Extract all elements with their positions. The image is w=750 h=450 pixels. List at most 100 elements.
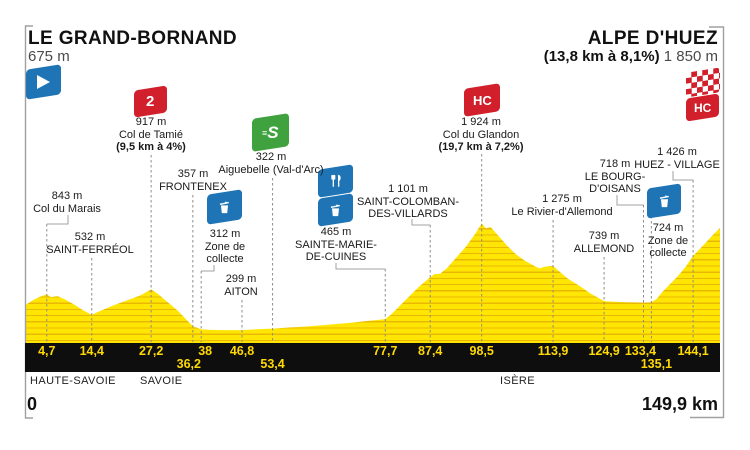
waste-zone-icon — [318, 193, 353, 227]
waypoint-label: 1 426 m HUEZ - VILLAGE — [634, 146, 720, 171]
km-tick-label: 53,4 — [260, 357, 285, 371]
waypoint-climb-note: (19,7 km à 7,2%) — [438, 141, 524, 153]
waypoint-name: Aiguebelle (Val-d'Arc) — [218, 163, 324, 176]
km-tick-label: 77,7 — [373, 344, 398, 358]
km-tick-label: 133,4 — [624, 344, 657, 358]
finish-header: ALPE D'HUEZ (13,8 km à 8,1%) 1 850 m — [544, 29, 718, 65]
waypoint-name: Col de Tamié — [118, 128, 183, 141]
waypoint-name: AITON — [224, 285, 258, 298]
stage-finish-name: ALPE D'HUEZ — [587, 28, 718, 49]
waypoint-elevation: 1 426 m — [657, 146, 697, 158]
km-tick-label: 135,1 — [640, 357, 673, 371]
km-tick-label: 27,2 — [138, 344, 164, 358]
label-connector-line — [335, 263, 386, 270]
waypoint-elevation: 843 m — [51, 190, 83, 202]
km-tick-label: 113,9 — [537, 344, 569, 358]
stage-finish-elevation: 1 850 m — [659, 48, 718, 65]
label-connector-line — [46, 215, 69, 225]
km-tick-label: 46,8 — [229, 344, 255, 358]
total-distance-label: 149,9 km — [641, 394, 718, 414]
waypoint-label: 532 m SAINT-FERRÉOL — [46, 231, 133, 256]
km-tick-label: 144,1 — [677, 344, 709, 358]
waypoint-name: collecte — [206, 253, 244, 265]
stage-start-elevation: 675 m — [28, 48, 70, 65]
finish-hc-icon: HC — [686, 93, 719, 122]
depart-flag-icon — [26, 64, 61, 100]
waypoint-name: collecte — [649, 247, 687, 259]
waypoint-name: FRONTENEX — [159, 180, 227, 193]
waypoint-elevation: 357 m — [177, 168, 209, 180]
distance-axis-bar — [25, 343, 720, 372]
trash-glyph — [330, 204, 340, 216]
waypoint-elevation: 1 101 m — [388, 183, 428, 195]
waypoint-label: 1 101 m SAINT-COLOMBAN- DES-VILLARDS — [357, 183, 459, 221]
waypoint-name: DES-VILLARDS — [368, 208, 448, 220]
waypoint-name: Zone de — [647, 234, 689, 247]
stage-finish-stats: (13,8 km à 8,1%) 1 850 m — [544, 49, 718, 65]
label-connector-line — [616, 195, 644, 206]
km-tick-label: 38 — [198, 344, 213, 358]
waypoint-elevation: 718 m — [599, 158, 631, 170]
waypoint-label: 843 m Col du Marais — [33, 190, 101, 215]
waypoint-elevation: 724 m — [652, 222, 684, 234]
waypoint-label: 465 m SAINTE-MARIE- DE-CUINES — [295, 226, 377, 264]
waypoint-label: 917 m Col de Tamié (9,5 km à 4%) — [116, 116, 186, 154]
waypoint-name: LE BOURG- — [584, 170, 646, 183]
waypoint-elevation: 739 m — [588, 230, 620, 242]
waypoint-name: Zone de — [204, 240, 246, 253]
sprint-icon: ≡ S — [252, 113, 289, 152]
department-label: HAUTE-SAVOIE — [30, 375, 116, 387]
category-2-climb-icon: 2 — [134, 85, 167, 118]
trash-glyph — [659, 195, 669, 207]
waypoint-label: 739 m ALLEMOND — [574, 230, 635, 255]
speed-lines: ≡ — [262, 127, 267, 138]
waypoint-name: SAINTE-MARIE- — [295, 238, 377, 251]
km-tick-label: 87,4 — [418, 344, 443, 358]
waypoint-elevation: 917 m — [135, 116, 167, 128]
stage-finish-climb-stats: (13,8 km à 8,1%) — [543, 48, 660, 65]
waypoint-label: 299 m AITON — [224, 273, 257, 298]
waypoint-name: DE-CUINES — [305, 251, 367, 263]
waypoint-name: D'OISANS — [589, 183, 641, 195]
origin-km-label: 0 — [27, 394, 38, 414]
waypoint-name: Le Rivier-d'Allemond — [511, 205, 613, 218]
km-tick-label: 124,9 — [588, 344, 620, 358]
waypoint-name: SAINT-FERRÉOL — [46, 243, 134, 256]
waypoint-label: 312 m Zone de collecte — [205, 228, 245, 266]
waypoint-label: 724 m Zone de collecte — [648, 222, 688, 260]
depart-triangle — [37, 75, 50, 89]
waypoint-climb-note: (9,5 km à 4%) — [116, 141, 186, 153]
waypoint-name: Col du Marais — [33, 202, 101, 215]
waypoint-elevation: 1 275 m — [542, 193, 582, 205]
km-tick-label: 14,4 — [79, 344, 104, 358]
km-tick-label: 36,2 — [176, 357, 201, 371]
waypoint-elevation: 532 m — [74, 231, 106, 243]
waypoint-name: HUEZ - VILLAGE — [634, 158, 720, 171]
department-label: SAVOIE — [140, 375, 183, 387]
waypoint-label: 357 m FRONTENEX — [159, 168, 227, 193]
waypoint-name: Col du Glandon — [442, 128, 520, 141]
fork-knife-glyph — [330, 175, 341, 187]
start-header: LE GRAND-BORNAND 675 m — [28, 29, 237, 65]
label-connector-line — [672, 171, 694, 181]
waypoint-elevation: 322 m — [255, 151, 287, 163]
km-tick-label: 4,7 — [38, 344, 56, 358]
waypoint-elevation: 1 924 m — [461, 116, 501, 128]
waypoint-elevation: 465 m — [320, 226, 352, 238]
feed-zone-icon — [318, 164, 353, 198]
waste-zone-icon — [647, 183, 681, 219]
waypoint-label: 718 m LE BOURG- D'OISANS — [585, 158, 646, 196]
waypoint-label: 1 275 m Le Rivier-d'Allemond — [511, 193, 612, 218]
trash-glyph — [219, 201, 229, 213]
hc-climb-icon: HC — [464, 83, 500, 117]
label-connector-line — [201, 265, 215, 272]
waypoint-label: 1 924 m Col du Glandon (19,7 km à 7,2%) — [439, 116, 524, 154]
waypoint-elevation: 312 m — [209, 228, 241, 240]
department-label: ISÈRE — [500, 375, 536, 387]
waypoint-label: 322 m Aiguebelle (Val-d'Arc) — [218, 151, 323, 176]
km-tick-label: 98,5 — [469, 344, 494, 358]
waste-zone-icon — [207, 189, 242, 225]
waypoint-elevation: 299 m — [225, 273, 257, 285]
waypoint-name: SAINT-COLOMBAN- — [356, 195, 460, 208]
